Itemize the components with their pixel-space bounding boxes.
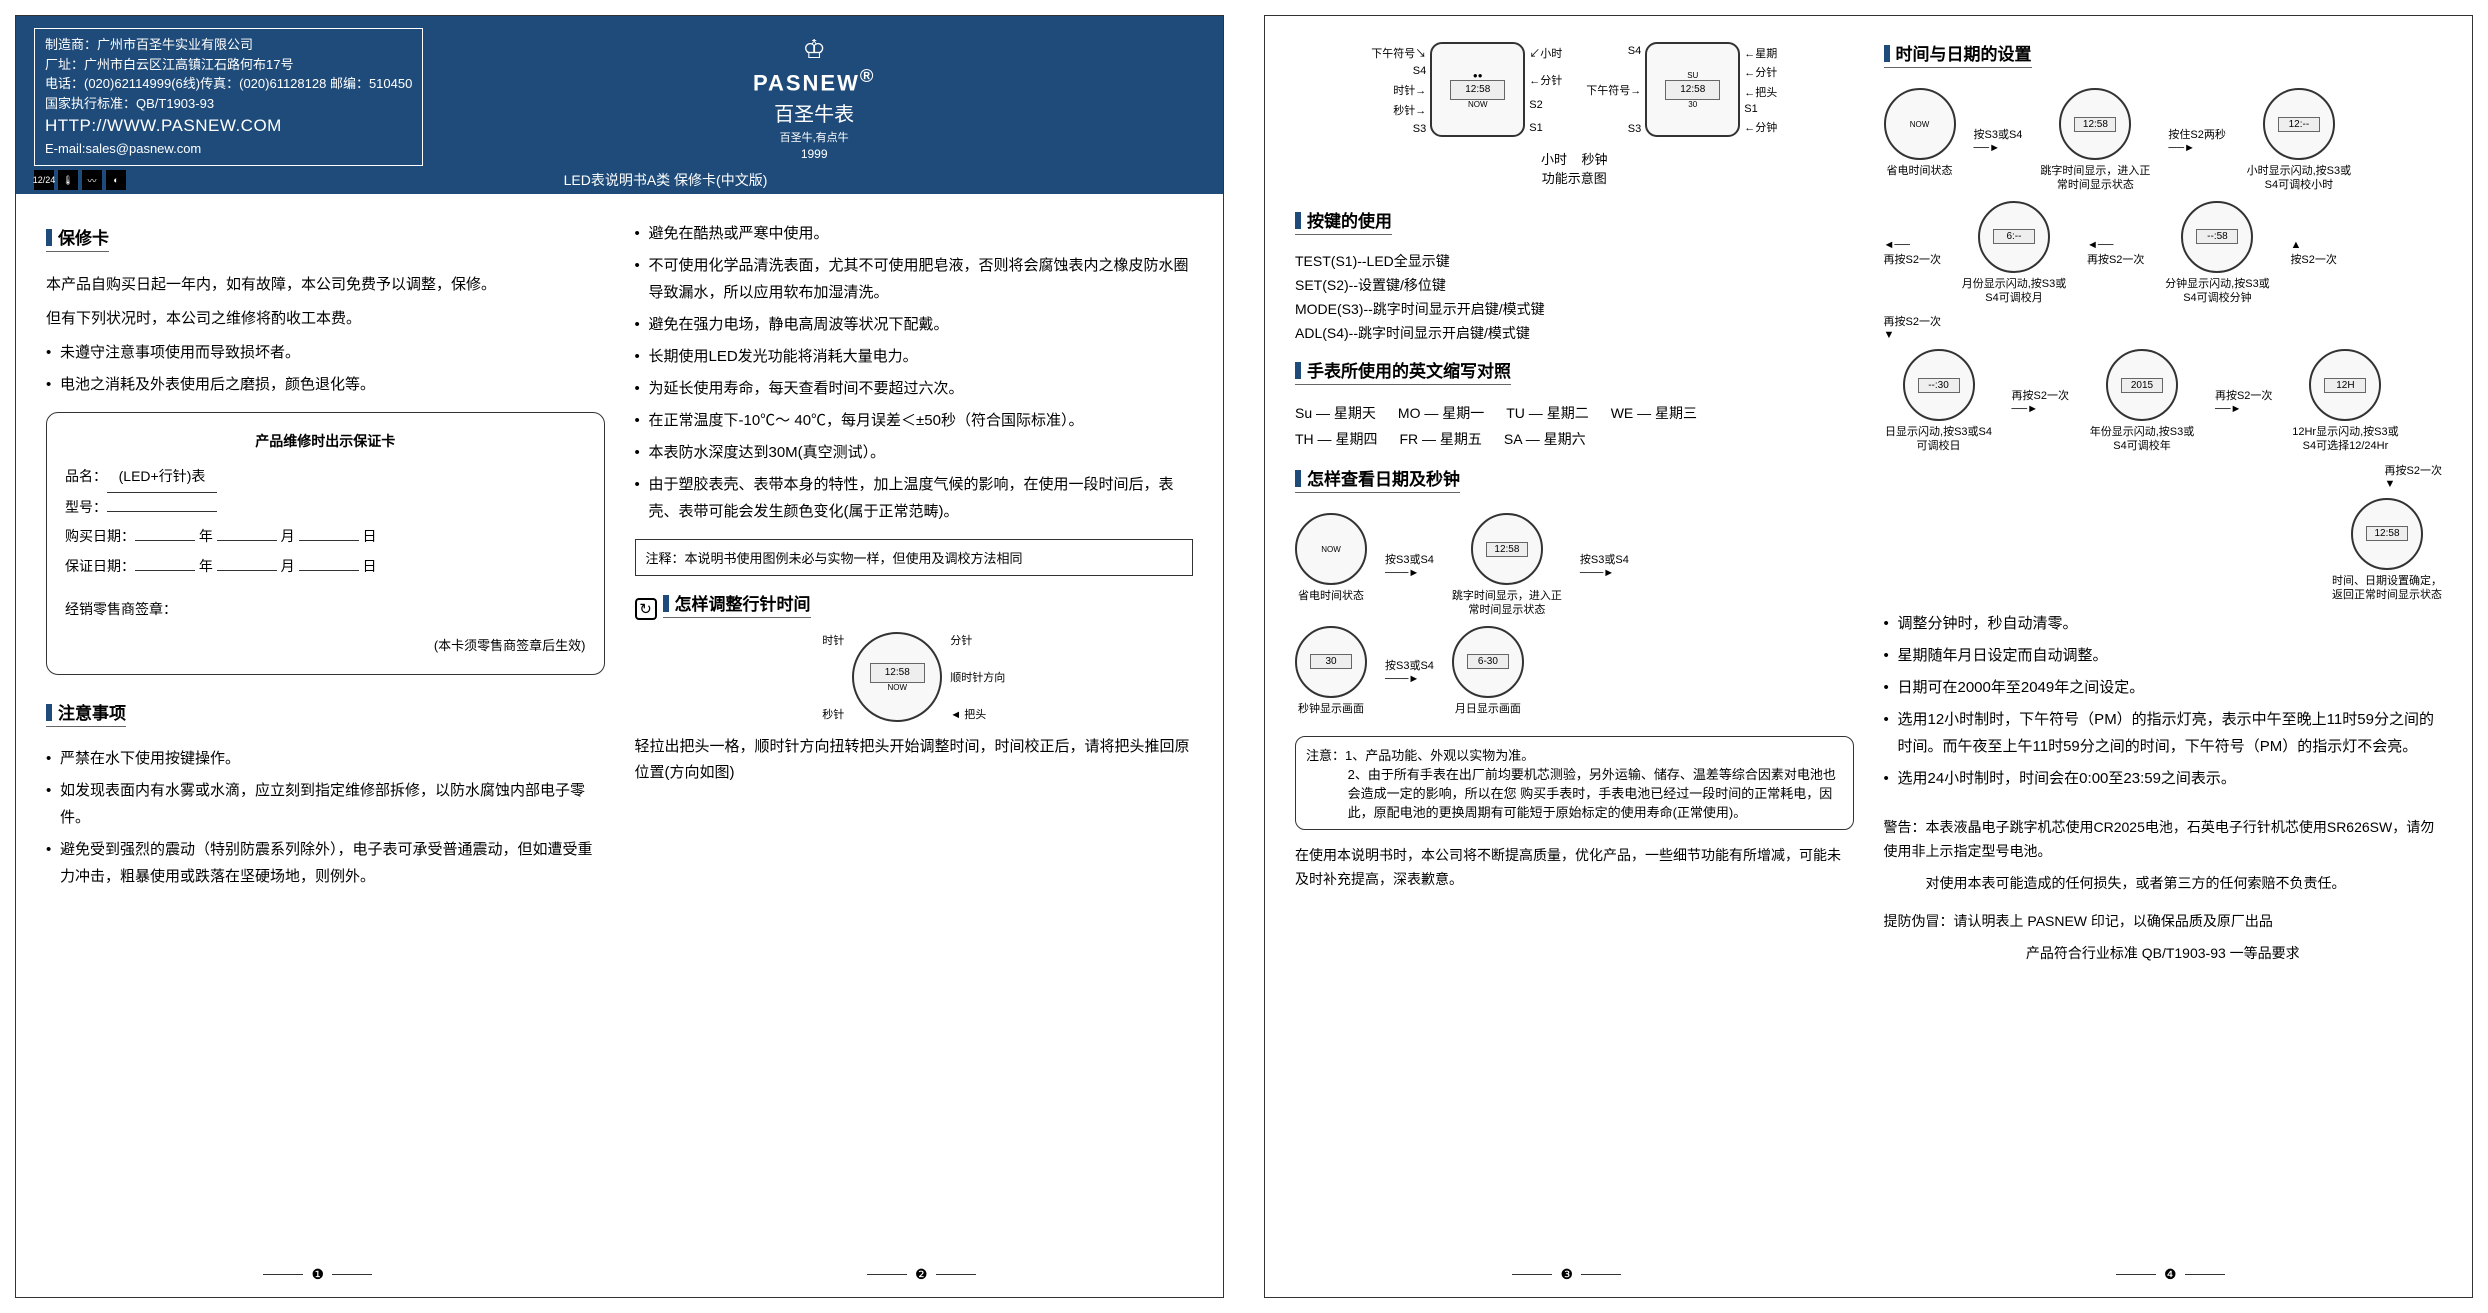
mfr-url: HTTP://WWW.PASNEW.COM xyxy=(45,113,412,139)
warning-1: 警告：本表液晶电子跳字机芯使用CR2025电池，石英电子行针机芯使用SR626S… xyxy=(1884,816,2443,864)
page-num-4: ❹ xyxy=(2116,1266,2225,1283)
mfr-name: 制造商：广州市百圣牛实业有限公司 xyxy=(45,35,412,55)
mfr-std: 国家执行标准：QB/T1903-93 xyxy=(45,94,412,114)
mfr-addr: 厂址：广州市白云区江高镇江石路何布17号 xyxy=(45,55,412,75)
page-num-2: ❷ xyxy=(867,1266,976,1283)
view-title: 怎样查看日期及秒钟 xyxy=(1295,465,1460,493)
icon-wear: ◐ xyxy=(106,170,126,190)
function-diagram: 下午符号↘S4时针→秒针→S3 ●●12:58NOW ↙小时←分针S2S1 S4… xyxy=(1295,42,1854,137)
clock-icon: ↻ xyxy=(635,598,657,620)
adjust-title: 怎样调整行针时间 xyxy=(663,590,811,618)
warranty-p2: 但有下列状况时，本公司之维修将酌收工本费。 xyxy=(46,306,605,332)
notes-title: 注意事项 xyxy=(46,699,126,727)
icon-1224: 12/24 xyxy=(34,170,54,190)
content-12: 保修卡 本产品自购买日起一年内，如有故障，本公司免费予以调整，保修。 但有下列状… xyxy=(16,194,1223,1260)
icon-temp: 🌡 xyxy=(58,170,78,190)
brand-year: 1999 xyxy=(423,147,1205,161)
page-3: 下午符号↘S4时针→秒针→S3 ●●12:58NOW ↙小时←分针S2S1 S4… xyxy=(1295,30,1854,1252)
warranty-li2: 电池之消耗及外表使用后之磨损，颜色退化等。 xyxy=(46,371,605,398)
card-title: 产品维修时出示保证卡 xyxy=(65,427,586,456)
page-2: 避免在酷热或严寒中使用。 不可使用化学品清洗表面，尤其不可使用肥皂液，否则将会腐… xyxy=(635,214,1194,1252)
set-title: 时间与日期的设置 xyxy=(1884,40,2032,68)
icon-wave: 〰 xyxy=(82,170,102,190)
watch-face: 12:58NOW xyxy=(852,632,942,722)
note-box: 注释：本说明书使用图例未必与实物一样，但使用及调校方法相同 xyxy=(635,539,1194,576)
icon-row: 12/24 🌡 〰 ◐ xyxy=(34,170,126,190)
brand-cn: 百圣牛表 xyxy=(423,98,1205,127)
warning-2: 对使用本表可能造成的任何损失，或者第三方的任何索赔不负责任。 xyxy=(1884,872,2443,896)
brand-sub: 百圣牛,有点牛 xyxy=(423,129,1205,145)
brand-en: PASNEW® xyxy=(423,65,1205,96)
note-1: 严禁在水下使用按键操作。 xyxy=(46,745,605,772)
page-num-1: ❶ xyxy=(263,1266,372,1283)
warranty-card: 产品维修时出示保证卡 品名：(LED+行针)表 型号： 购买日期： 年 月 日 … xyxy=(46,412,605,675)
footer-34: ❸ ❹ xyxy=(1265,1260,2472,1297)
page-num-3: ❸ xyxy=(1512,1266,1621,1283)
mfr-email: E-mail:sales@pasnew.com xyxy=(45,139,412,159)
bottom-note: 注意：1、产品功能、外观以实物为准。 2、由于所有手表在出厂前均要机芯测验，另外… xyxy=(1295,736,1854,830)
func-caption: 小时 秒钟功能示意图 xyxy=(1295,149,1854,187)
manufacturer-box: 制造商：广州市百圣牛实业有限公司 厂址：广州市白云区江高镇江石路何布17号 电话… xyxy=(34,28,423,166)
page-4: 时间与日期的设置 NOW省电时间状态 按S3或S4──► 12:58跳字时间显示… xyxy=(1884,30,2443,1252)
subheader: 12/24 🌡 〰 ◐ LED表说明书A类 保修卡(中文版) xyxy=(16,166,1223,194)
content-34: 下午符号↘S4时针→秒针→S3 ●●12:58NOW ↙小时←分针S2S1 S4… xyxy=(1265,16,2472,1260)
note-3: 避免受到强烈的震动（特别防震系列除外），电子表可承受普通震动，但如遭受重力冲击，… xyxy=(46,836,605,890)
warranty-p1: 本产品自购买日起一年内，如有故障，本公司免费予以调整，保修。 xyxy=(46,272,605,298)
buttons-title: 按键的使用 xyxy=(1295,207,1392,235)
page-1: 保修卡 本产品自购买日起一年内，如有故障，本公司免费予以调整，保修。 但有下列状… xyxy=(46,214,605,1252)
analog-diagram: 时针秒针 12:58NOW 分针顺时针方向◄ 把头 xyxy=(635,632,1194,722)
warranty-title: 保修卡 xyxy=(46,224,109,252)
footer-12: ❶ ❷ xyxy=(16,1260,1223,1297)
mfr-tel: 电话：(020)62114999(6线)传真：(020)61128128 邮编：… xyxy=(45,74,412,94)
warranty-li1: 未遵守注意事项使用而导致损坏者。 xyxy=(46,339,605,366)
abbr-title: 手表所使用的英文缩写对照 xyxy=(1295,357,1511,385)
standard: 产品符合行业标准 QB/T1903-93 一等品要求 xyxy=(1884,942,2443,966)
right-spread: 下午符号↘S4时针→秒针→S3 ●●12:58NOW ↙小时←分针S2S1 S4… xyxy=(1264,15,2473,1298)
adjust-text: 轻拉出把头一格，顺时针方向扭转把头开始调整时间，时间校正后，请将把头推回原位置(… xyxy=(635,734,1194,785)
note-2: 如发现表面内有水雾或水滴，应立刻到指定维修部拆修，以防水腐蚀内部电子零件。 xyxy=(46,777,605,831)
header: 制造商：广州市百圣牛实业有限公司 厂址：广州市白云区江高镇江石路何布17号 电话… xyxy=(16,16,1223,166)
anti-counterfeit: 提防伪冒：请认明表上 PASNEW 印记，以确保品质及原厂出品 xyxy=(1884,910,2443,934)
subtitle: LED表说明书A类 保修卡(中文版) xyxy=(126,170,1205,190)
left-spread: 制造商：广州市百圣牛实业有限公司 厂址：广州市白云区江高镇江石路何布17号 电话… xyxy=(15,15,1224,1298)
brand-block: ♔ PASNEW® 百圣牛表 百圣牛,有点牛 1999 xyxy=(423,28,1205,166)
